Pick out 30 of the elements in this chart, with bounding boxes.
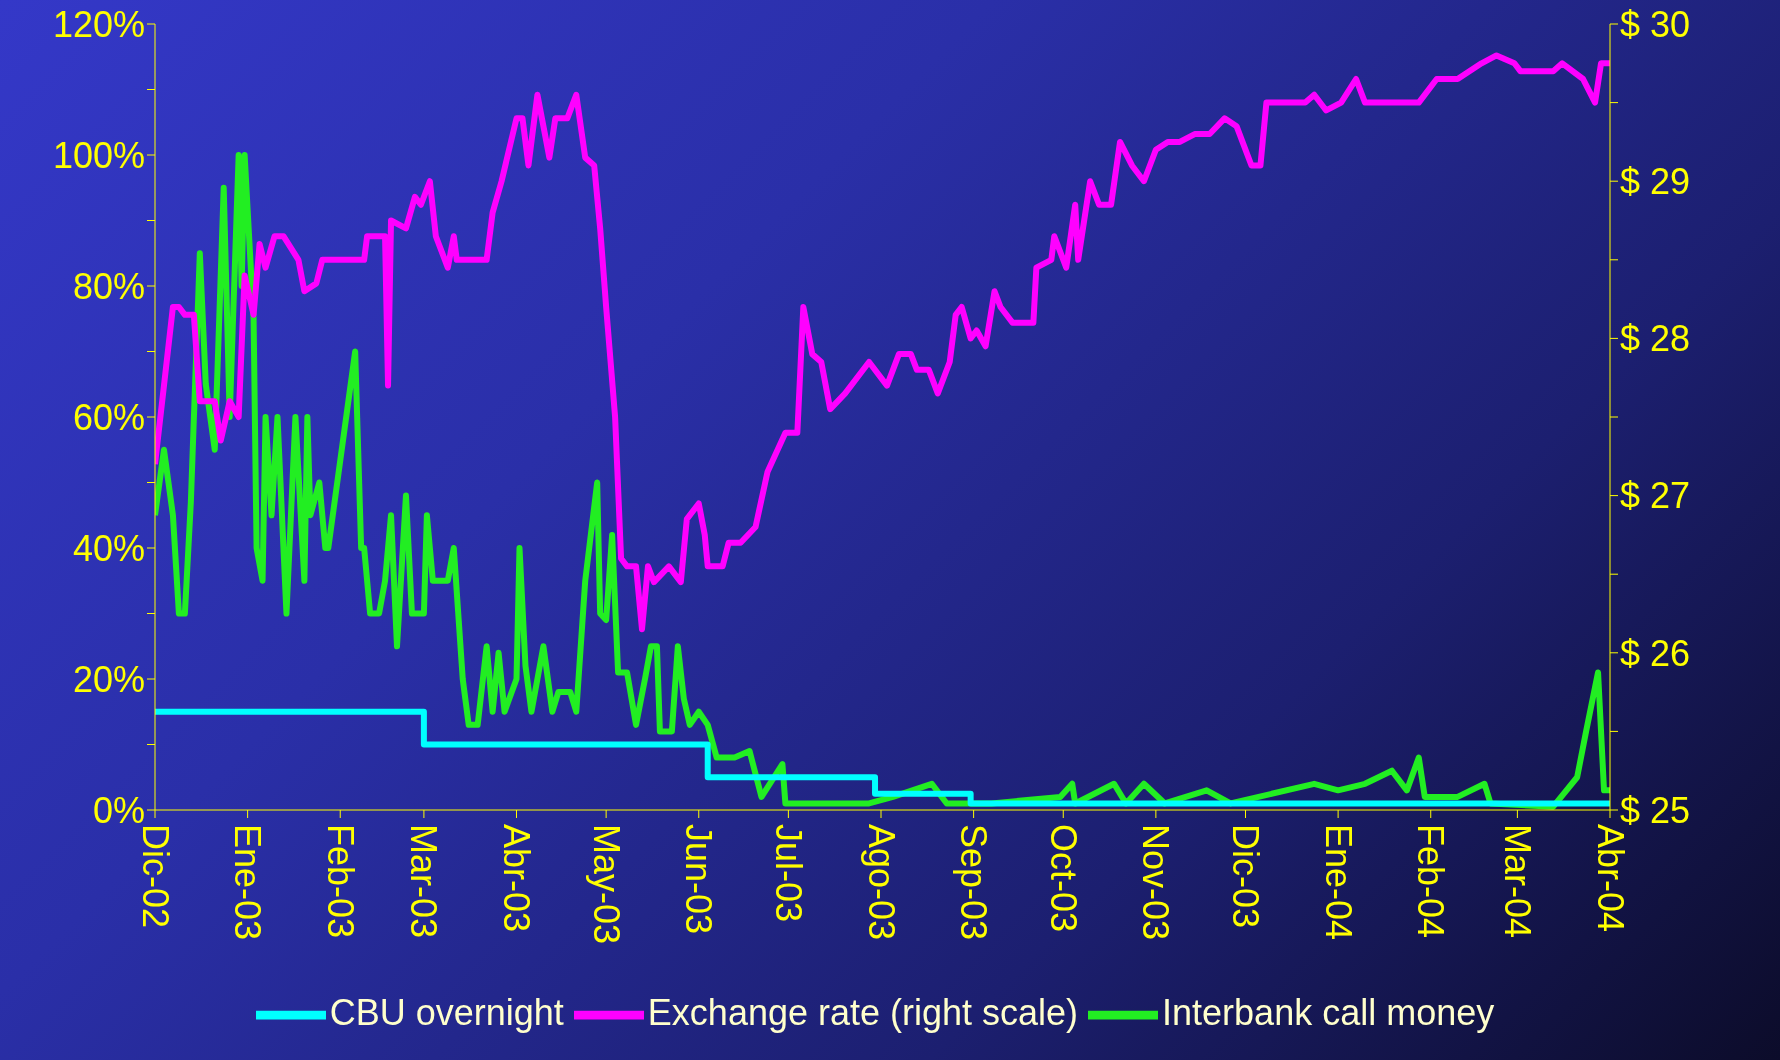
y2-tick-label: $ 26: [1620, 632, 1691, 674]
x-tick-label: Feb-03: [319, 824, 361, 939]
y2-tick-label: $ 29: [1620, 160, 1691, 202]
x-tick-label: Mar-04: [1496, 824, 1538, 939]
x-tick-label: Oct-03: [1042, 824, 1084, 933]
x-tick-label: Ago-03: [860, 824, 902, 941]
x-tick-label: Jun-03: [678, 824, 720, 935]
x-tick-label: May-03: [585, 824, 627, 945]
x-tick-label: Nov-03: [1135, 824, 1177, 941]
x-tick-label: Mar-03: [403, 824, 445, 939]
legend-label: Interbank call money: [1162, 991, 1495, 1033]
x-tick-label: Abr-03: [496, 824, 538, 933]
y2-tick-label: $ 28: [1620, 318, 1691, 360]
x-tick-label: Feb-04: [1410, 824, 1452, 939]
y-tick-label: 60%: [72, 396, 145, 438]
y-tick-label: 120%: [52, 3, 145, 45]
legend-label: Exchange rate (right scale): [647, 991, 1079, 1033]
y2-tick-label: $ 27: [1620, 475, 1691, 517]
x-tick-label: Sep-03: [953, 824, 995, 941]
y2-tick-label: $ 30: [1620, 3, 1691, 45]
x-tick-label: Ene-04: [1317, 824, 1359, 941]
legend-label: CBU overnight: [329, 991, 564, 1033]
x-tick-label: Dic-03: [1225, 824, 1266, 929]
y-tick-label: 80%: [72, 265, 145, 307]
x-tick-label: Dic-02: [134, 824, 176, 929]
y-tick-label: 100%: [52, 134, 145, 176]
y-tick-label: 40%: [72, 527, 145, 569]
y-tick-label: 20%: [72, 658, 145, 700]
x-tick-label: Jul-03: [767, 824, 809, 923]
x-tick-label: Ene-03: [227, 824, 269, 941]
